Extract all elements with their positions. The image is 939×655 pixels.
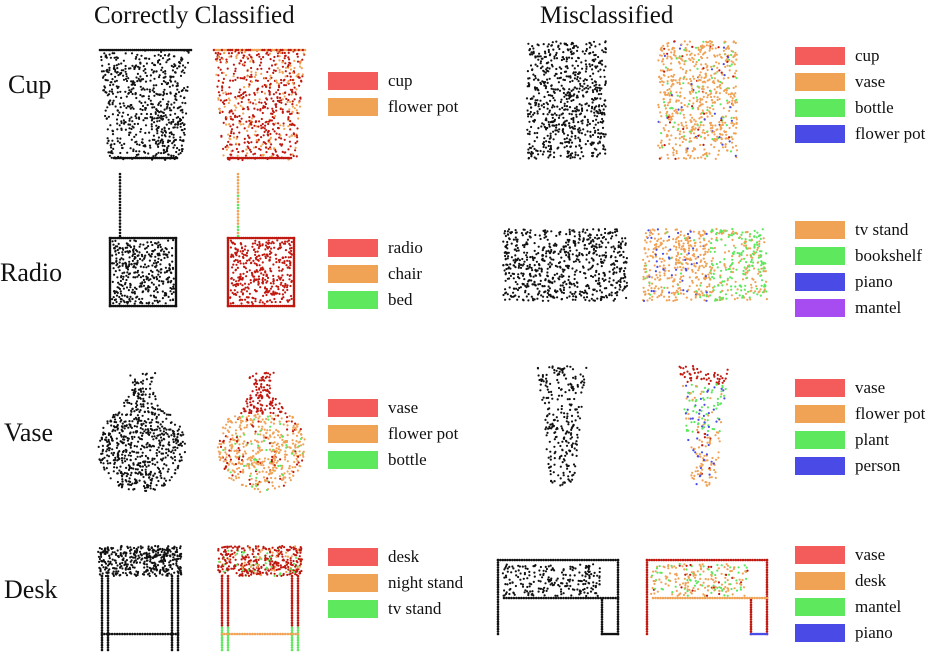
legend-swatch [328,265,378,283]
pointcloud-cup-input [98,48,193,161]
legend-label: bottle [388,450,427,469]
legend-label: radio [388,238,423,257]
legend-label: chair [388,264,422,283]
legend-label: flower pot [855,124,926,143]
legend-swatch [795,379,845,397]
legend-swatch [328,451,378,469]
legend-label: night stand [388,573,464,592]
legend-swatch [328,425,378,443]
legend-label: mantel [855,597,902,616]
legend-swatch [795,73,845,91]
legend-label: person [855,456,901,475]
row-label-vase: Vase [4,418,54,447]
pointcloud-vase-input [97,372,186,492]
legend-swatch [795,457,845,475]
legend-label: desk [388,547,420,566]
legend-swatch [795,598,845,616]
legend-swatch [795,299,845,317]
pointcloud-desk-saliency [217,544,303,652]
legend-swatch [795,99,845,117]
legend-swatch [795,273,845,291]
legend-label: vase [855,378,886,397]
legend-swatch [795,247,845,265]
legend-label: flower pot [388,97,459,116]
legend-swatch [795,546,845,564]
row-label-desk: Desk [4,575,58,604]
legend-swatch [795,431,845,449]
legend-label: bottle [855,98,894,117]
legend-swatch [328,239,378,257]
legend-label: flower pot [855,404,926,423]
header-correct: Correctly Classified [94,2,295,29]
pointcloud-cup-mis-input [525,40,607,160]
pointcloud-radio-mis-saliency [642,227,768,302]
legend-swatch [328,548,378,566]
legend-label: tv stand [388,599,442,618]
pointcloud-desk-mis-input [496,558,620,636]
legend-swatch [328,600,378,618]
pointcloud-radio-saliency [226,172,296,308]
pointcloud-vase-mis-saliency [678,365,729,487]
row-label-radio: Radio [0,258,63,287]
legend-label: vase [855,72,886,91]
pointcloud-cup-mis-saliency [657,40,739,160]
legend-swatch [795,405,845,423]
pointcloud-desk-mis-saliency [645,558,769,636]
pointcloud-vase-saliency [216,371,306,493]
pointcloud-radio-mis-input [502,227,629,302]
legend-label: desk [855,571,887,590]
legend-label: cup [388,71,413,90]
legend-label: plant [855,430,889,449]
legend-swatch [328,574,378,592]
legend-swatch [795,47,845,65]
legend-swatch [328,291,378,309]
pointcloud-cup-saliency [212,48,307,162]
legend-label: piano [855,272,893,291]
legend-label: flower pot [388,424,459,443]
legend-label: vase [388,398,419,417]
legend-label: vase [855,545,886,564]
legend-label: mantel [855,298,902,317]
legend-swatch [328,98,378,116]
legend-label: bookshelf [855,246,923,265]
legend-swatch [795,624,845,642]
legend-label: piano [855,623,893,642]
pointcloud-desk-input [97,544,183,652]
pointcloud-radio-input [108,172,178,308]
legend-swatch [328,72,378,90]
pointcloud-vase-mis-input [536,365,588,487]
legend-swatch [795,221,845,239]
legend-label: bed [388,290,413,309]
header-misclassified: Misclassified [540,2,674,29]
legend-swatch [795,572,845,590]
legend-swatch [795,125,845,143]
legend-swatch [328,399,378,417]
legend-label: tv stand [855,220,909,239]
legend-label: cup [855,46,880,65]
row-label-cup: Cup [8,70,52,99]
